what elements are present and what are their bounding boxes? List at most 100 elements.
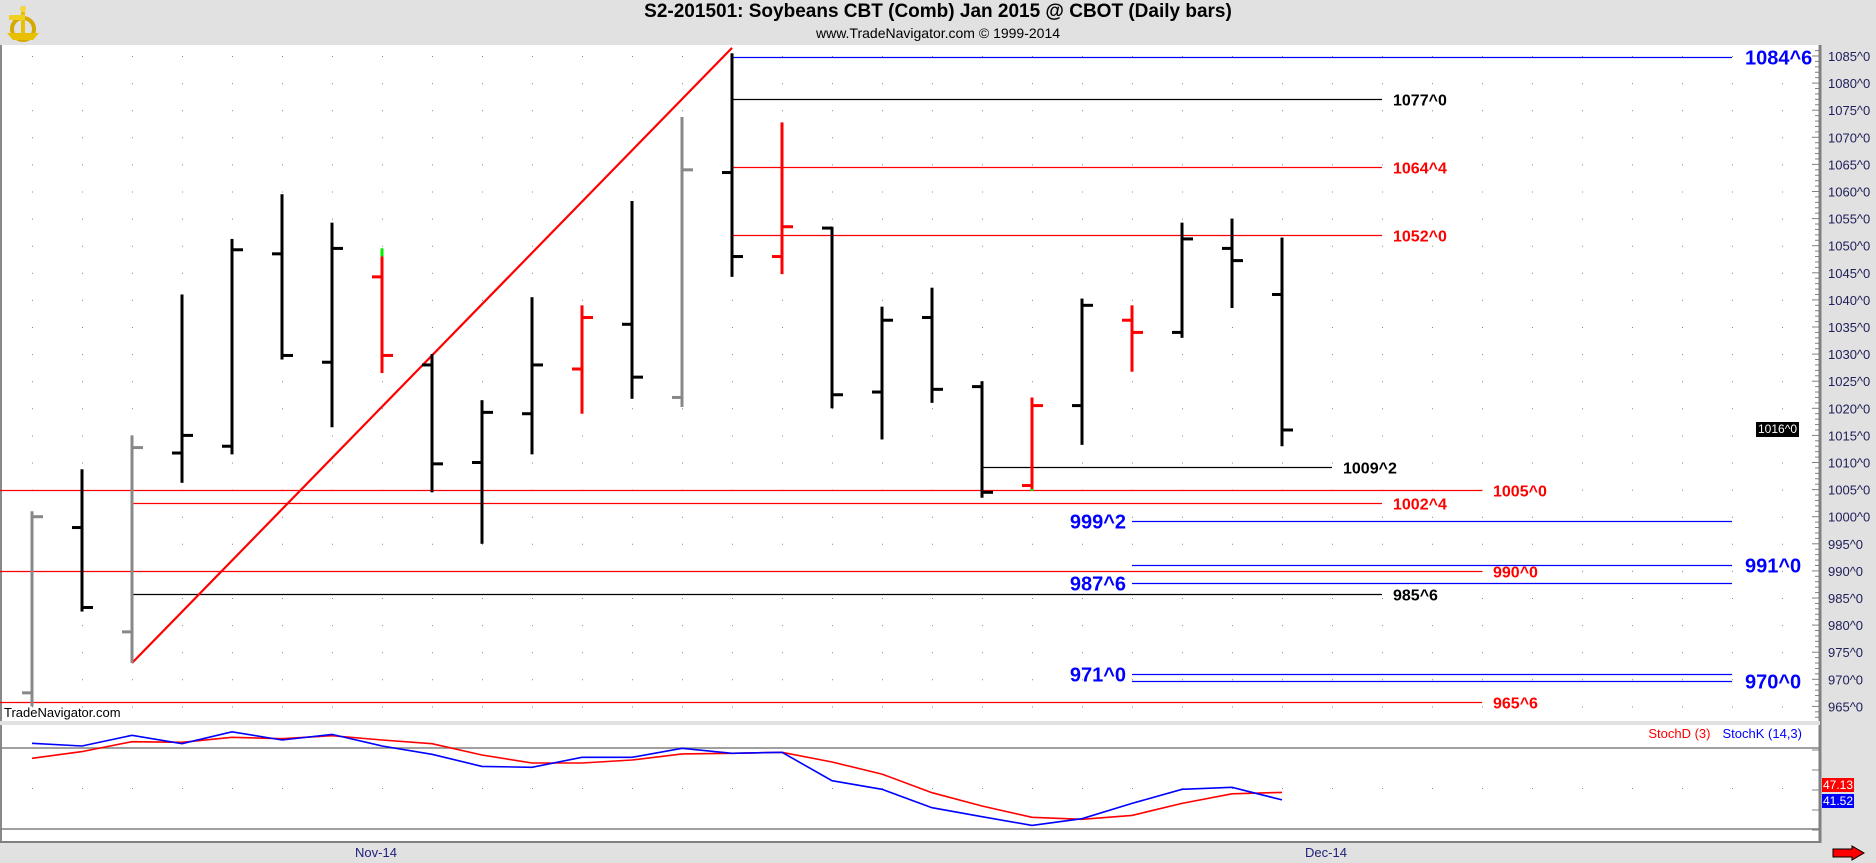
ohlc-bar[interactable] (772, 122, 793, 275)
bar-open-tick (522, 412, 532, 416)
ohlc-bars (22, 53, 1293, 707)
date-axis[interactable]: Nov-14 Dec-14 (0, 843, 1876, 863)
ohlc-bar[interactable] (622, 200, 643, 399)
ohlc-bar[interactable] (972, 381, 993, 498)
level-label-1084: 1084^6 (1745, 48, 1812, 70)
ohlc-bar[interactable] (372, 248, 393, 374)
bar-close-tick (382, 353, 393, 357)
bar-range (1230, 218, 1234, 309)
ohlc-bar[interactable] (472, 400, 493, 544)
chart-title: S2-201501: Soybeans CBT (Comb) Jan 2015 … (644, 1, 1232, 22)
stoch-d-line[interactable] (31, 734, 1283, 821)
ohlc-bar[interactable] (522, 297, 543, 455)
bar-range (1030, 397, 1034, 491)
bar-range (830, 226, 834, 409)
bar-range (80, 469, 84, 612)
bar-open-tick (672, 395, 682, 399)
bar-open-tick (222, 444, 232, 448)
y-tick-label: 1085^0 (1828, 49, 1870, 64)
y-tick-label: 1025^0 (1828, 374, 1870, 389)
bar-close-tick (32, 515, 43, 519)
bar-range (380, 248, 384, 374)
price-axis[interactable] (1820, 45, 1876, 843)
ohlc-bar[interactable] (572, 305, 593, 414)
bar-close-tick (132, 446, 143, 450)
bar-open-tick (572, 367, 582, 371)
bar-range (880, 306, 884, 440)
ohlc-bar[interactable] (722, 53, 743, 277)
panel-separator[interactable] (0, 721, 1820, 725)
ohlc-bar[interactable] (422, 354, 443, 493)
bar-close-tick (782, 225, 793, 229)
ohlc-bar[interactable] (22, 511, 43, 707)
ohlc-bar[interactable] (922, 287, 943, 403)
bar-range (980, 381, 984, 498)
level-label-1005: 1005^0 (1493, 484, 1547, 501)
y-tick-label: 1055^0 (1828, 212, 1870, 227)
bar-close-tick (1082, 303, 1093, 307)
bar-close-tick (482, 410, 493, 414)
level-label-1002: 1002^4 (1393, 497, 1447, 514)
watermark-text: TradeNavigator.com (4, 705, 121, 720)
stoch-k-value-tag: 41.52 (1822, 794, 1855, 808)
bar-range (1130, 305, 1134, 372)
bar-open-tick (1022, 484, 1032, 488)
sextant-icon[interactable] (3, 3, 43, 43)
bar-range (480, 400, 484, 544)
bar-open-tick (172, 451, 182, 455)
ohlc-bar[interactable] (672, 116, 693, 407)
bar-range (680, 116, 684, 407)
bar-open-tick (422, 363, 432, 367)
bar-range (230, 238, 234, 455)
bar-open-tick (972, 385, 982, 389)
bar-close-tick (882, 318, 893, 322)
stoch-k-line[interactable] (31, 730, 1283, 827)
level-label-999: 999^2 (1070, 512, 1126, 534)
scroll-right-arrow-icon[interactable] (1832, 845, 1866, 861)
chart-header: S2-201501: Soybeans CBT (Comb) Jan 2015 … (0, 0, 1876, 45)
price-axis-ticks: 1085^0 1080^0 1075^0 1070^0 1065^0 1060^0 1055… (1812, 49, 1870, 831)
ohlc-bar[interactable] (222, 238, 243, 455)
level-label-1077: 1077^0 (1393, 93, 1447, 110)
ohlc-bar[interactable] (322, 222, 343, 428)
date-label-dec: Dec-14 (1305, 845, 1347, 860)
level-label-965: 965^6 (1493, 696, 1538, 713)
y-tick-label: 990^0 (1828, 564, 1863, 579)
ohlc-bar[interactable] (1172, 222, 1193, 338)
ohlc-bar[interactable] (1122, 305, 1143, 372)
ohlc-bar[interactable] (822, 226, 843, 409)
bar-range (180, 294, 184, 483)
ohlc-bar[interactable] (72, 469, 93, 612)
y-tick-label: 970^0 (1828, 672, 1863, 687)
chart-subtitle: www.TradeNavigator.com © 1999-2014 (815, 25, 1061, 41)
level-label-985: 985^6 (1393, 588, 1438, 605)
ohlc-bar[interactable] (1272, 237, 1293, 447)
ohlc-bar[interactable] (1022, 397, 1043, 491)
ohlc-bar[interactable] (1222, 218, 1243, 309)
y-tick-label: 1005^0 (1828, 483, 1870, 498)
stochastic-panel (31, 730, 1283, 827)
ohlc-bar[interactable] (272, 194, 293, 360)
y-tick-label: 1075^0 (1828, 103, 1870, 118)
bar-open-tick (622, 322, 632, 326)
y-tick-label: 985^0 (1828, 591, 1863, 606)
legend-stoch-d[interactable]: StochD (3) (1648, 726, 1711, 741)
level-label-1064: 1064^4 (1393, 161, 1447, 178)
date-label-nov: Nov-14 (355, 845, 397, 860)
level-label-987: 987^6 (1070, 574, 1126, 596)
bar-range (30, 511, 34, 707)
ohlc-bar[interactable] (872, 306, 893, 440)
y-tick-label: 1000^0 (1828, 510, 1870, 525)
y-tick-label: 1050^0 (1828, 239, 1870, 254)
stoch-d-value-tag: 47.13 (1822, 778, 1855, 792)
ohlc-bar[interactable] (122, 435, 143, 664)
ohlc-bar[interactable] (172, 294, 193, 483)
bar-open-tick (872, 390, 882, 394)
bar-range (130, 435, 134, 664)
y-tick-label: 1080^0 (1828, 76, 1870, 91)
legend-stoch-k[interactable]: StochK (14,3) (1722, 726, 1803, 741)
ohlc-bar[interactable] (1072, 298, 1093, 445)
bar-range (1180, 222, 1184, 338)
y-tick-label: 1020^0 (1828, 401, 1870, 416)
